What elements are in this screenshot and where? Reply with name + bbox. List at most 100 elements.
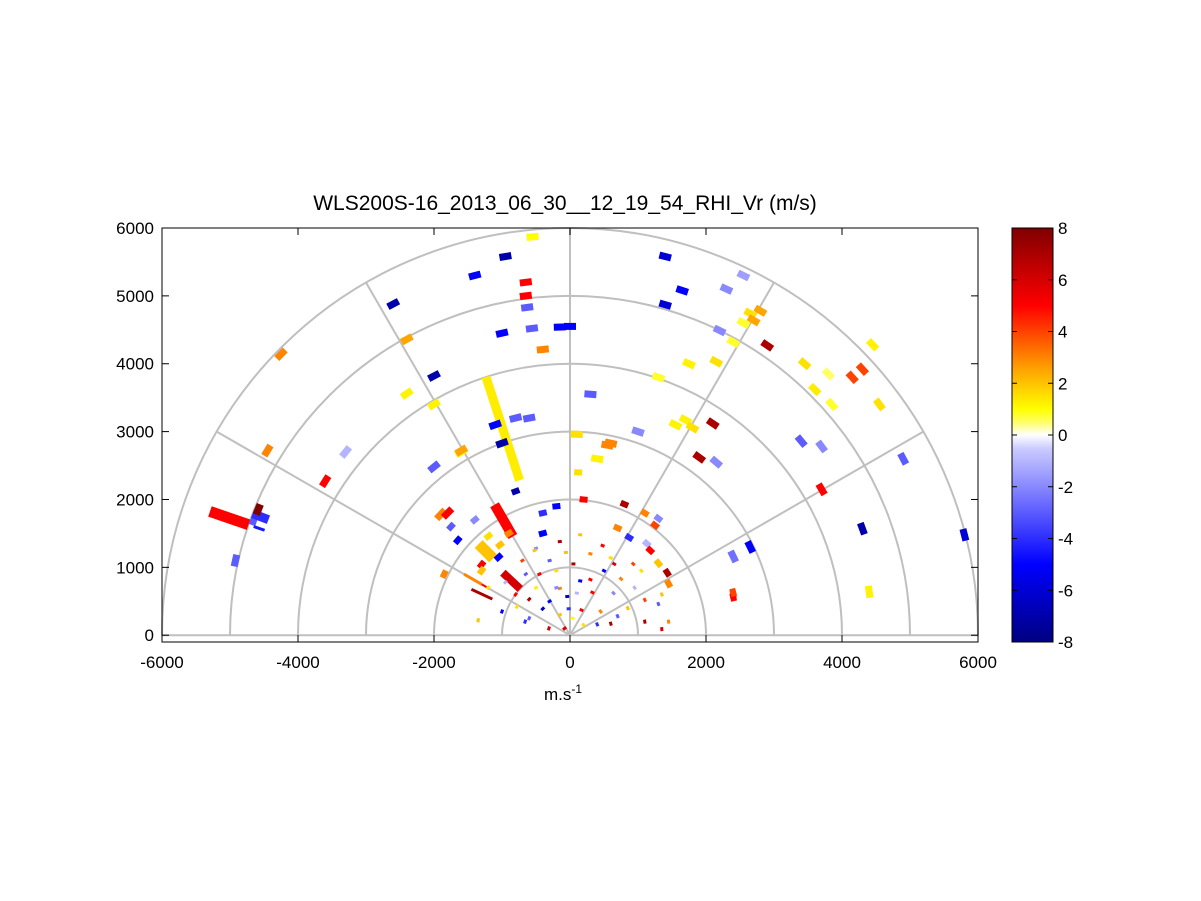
data-point-107: [650, 520, 660, 531]
data-point-73: [230, 553, 241, 568]
data-point-142: [566, 607, 571, 611]
data-point-119: [625, 605, 631, 611]
data-point-115: [659, 592, 664, 597]
data-point-31: [712, 324, 727, 337]
data-point-105: [619, 499, 630, 509]
y-tick-label-4: 4000: [116, 355, 154, 374]
data-point-97: [588, 551, 593, 556]
data-point-100: [624, 532, 635, 543]
data-point-67: [488, 419, 503, 431]
data-point-25: [719, 283, 734, 295]
data-point-57: [959, 528, 970, 542]
chart-title: WLS200S-16_2013_06_30__12_19_54_RHI_Vr (…: [313, 192, 817, 215]
data-point-116: [656, 601, 661, 607]
colorbar-tick-label-6: -4: [1058, 530, 1073, 549]
data-point-155: [611, 590, 616, 596]
y-tick-label-2: 2000: [116, 490, 154, 509]
data-ray-8: [463, 572, 483, 586]
colorbar-tick-label-1: 6: [1058, 271, 1067, 290]
data-point-68: [522, 413, 536, 423]
data-point-5: [427, 370, 441, 382]
data-ray-7: [474, 540, 497, 563]
x-tick-label-2: -2000: [412, 653, 455, 672]
data-point-1: [498, 252, 512, 261]
data-point-146: [513, 591, 518, 597]
data-point-37: [808, 382, 822, 397]
data-point-80: [452, 535, 463, 546]
data-point-140: [562, 626, 568, 631]
data-point-154: [618, 576, 624, 582]
data-point-19: [526, 232, 539, 241]
data-point-39: [825, 397, 839, 412]
data-point-96: [578, 533, 583, 537]
data-ray-5: [252, 502, 264, 516]
data-point-13: [525, 324, 539, 333]
data-point-12: [434, 507, 448, 522]
x-tick-label-5: 4000: [823, 653, 861, 672]
data-point-77: [440, 506, 455, 520]
data-ray-0: [481, 375, 524, 482]
data-ray-3: [250, 509, 271, 524]
x-axis-label: m.s-1: [544, 682, 582, 704]
data-point-72: [590, 454, 604, 464]
data-point-75: [319, 474, 332, 489]
data-point-51: [709, 455, 724, 469]
data-point-15: [536, 345, 550, 354]
data-point-157: [595, 621, 600, 627]
y-tick-label-1: 1000: [116, 558, 154, 577]
colorbar: [1011, 227, 1054, 643]
data-point-91: [538, 529, 548, 538]
data-point-71: [570, 430, 583, 439]
data-point-102: [538, 509, 548, 517]
data-point-28: [746, 314, 761, 327]
data-marks: [208, 232, 970, 632]
data-point-74: [261, 443, 274, 458]
data-point-147: [502, 579, 508, 585]
data-point-46: [685, 421, 700, 434]
data-point-130: [523, 619, 528, 624]
data-point-14: [520, 303, 534, 312]
data-ray-11: [470, 587, 493, 601]
azimuth-spoke-120: [365, 282, 571, 636]
data-point-34: [682, 358, 696, 370]
data-ray-2: [248, 514, 259, 527]
data-point-58: [864, 585, 874, 599]
data-point-26: [736, 269, 751, 282]
colorbar-tick-label-3: 2: [1058, 374, 1067, 393]
data-point-139: [532, 548, 538, 553]
data-point-76: [427, 460, 441, 474]
data-point-0: [468, 270, 482, 281]
data-point-82: [483, 531, 494, 541]
data-point-111: [645, 545, 656, 556]
data-point-122: [608, 621, 613, 627]
data-point-159: [574, 591, 580, 595]
data-point-35: [709, 355, 724, 368]
data-point-54: [815, 482, 828, 497]
data-point-83: [339, 445, 353, 459]
data-point-78: [469, 514, 480, 525]
data-point-42: [873, 397, 886, 412]
y-tick-label-6: 6000: [116, 219, 154, 238]
data-point-135: [577, 579, 583, 583]
data-point-40: [845, 370, 859, 385]
data-point-99: [612, 523, 623, 533]
data-ray-10: [500, 569, 523, 592]
data-point-24: [658, 299, 672, 310]
data-point-138: [611, 561, 617, 567]
data-point-151: [642, 619, 647, 624]
data-point-143: [579, 607, 585, 613]
data-point-3: [399, 333, 414, 346]
azimuth-spoke-30: [569, 430, 924, 637]
data-point-148: [486, 585, 491, 591]
x-tick-label-4: 2000: [687, 653, 725, 672]
x-tick-label-6: 6000: [959, 653, 997, 672]
data-point-118: [660, 627, 664, 632]
data-point-16: [495, 328, 509, 338]
data-point-18: [519, 291, 533, 301]
data-point-70: [574, 469, 583, 476]
data-point-158: [557, 612, 563, 618]
colorbar-tick-label-2: 4: [1058, 323, 1067, 342]
data-point-43: [865, 337, 880, 352]
data-point-160: [514, 604, 520, 610]
